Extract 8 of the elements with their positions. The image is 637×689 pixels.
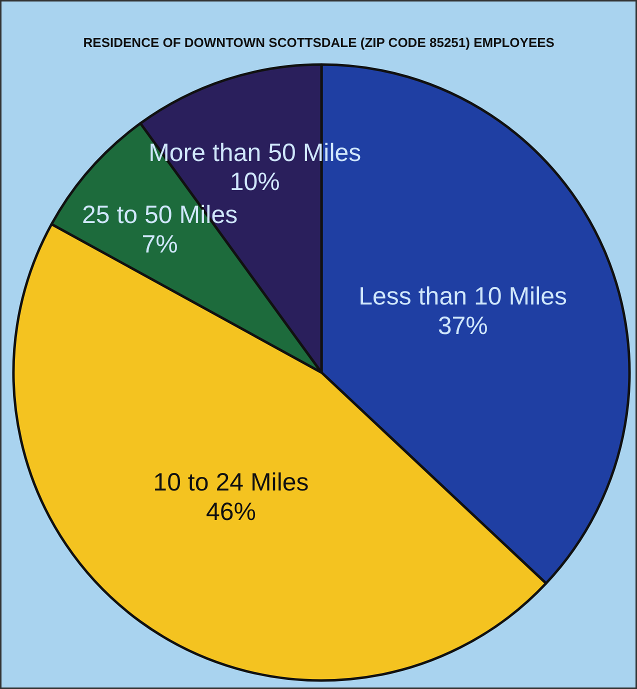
slice-label: 25 to 50 Miles: [82, 201, 238, 230]
data-label: 46%: [206, 498, 256, 526]
data-label: 7%: [142, 230, 178, 259]
slice-label: 10 to 24 Miles: [153, 468, 309, 496]
slice-label: Less than 10 Miles: [358, 282, 568, 311]
data-label: 37%: [438, 312, 488, 340]
data-label: 10%: [230, 168, 280, 196]
chart-title: RESIDENCE OF DOWNTOWN SCOTTSDALE (ZIP CODE 85251) EMPLOYEES: [83, 35, 555, 50]
